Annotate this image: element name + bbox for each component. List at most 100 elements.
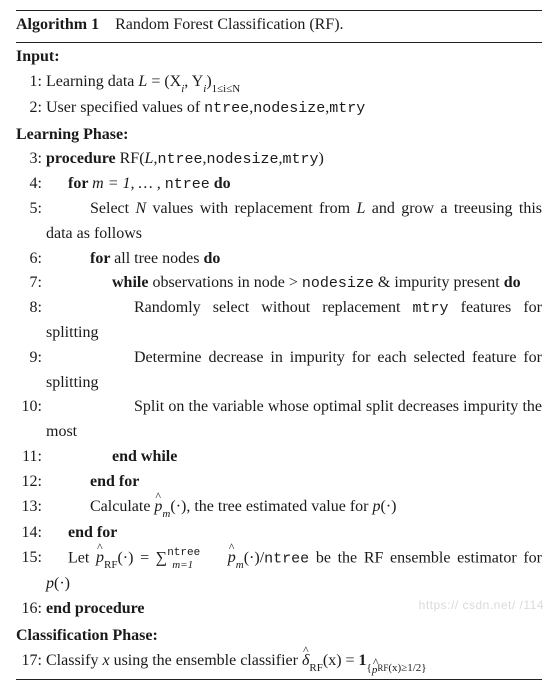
t: for [68, 175, 92, 192]
lnum-4: 4: [16, 172, 46, 197]
t: p [96, 549, 104, 566]
lcontent-1: Learning data L = (Xi, Yi)1≤i≤N [46, 70, 542, 96]
line-14: 14: end for [16, 521, 542, 546]
lcontent-2: User specified values of ntree,nodesize,… [46, 96, 542, 121]
t: (·)/ [244, 549, 264, 566]
line-1: 1: Learning data L = (Xi, Yi)1≤i≤N [16, 70, 542, 96]
t: mtry [282, 151, 318, 168]
line-8: 8: Randomly select without replacement m… [16, 296, 542, 346]
lnum-1: 1: [16, 70, 46, 95]
t: (x) = [323, 652, 359, 669]
line-7: 7: while observations in node > nodesize… [16, 271, 542, 296]
t: do [203, 250, 220, 267]
t: = (X [147, 73, 181, 90]
t: , Y [184, 73, 203, 90]
line-12: 12: end for [16, 470, 542, 495]
t: Classify [46, 652, 102, 669]
lcontent-10: Split on the variable whose optimal spli… [46, 395, 542, 445]
t: p [228, 549, 236, 566]
t: nodesize [253, 100, 325, 117]
t: ntree [165, 176, 210, 193]
t: & impurity present [374, 274, 504, 291]
lcontent-15: Let pRF(·) = ∑ntreem=1 pm(·)/ntree be th… [46, 546, 542, 597]
t: end for [90, 473, 139, 490]
t: 1 [359, 652, 367, 669]
t: be the RF ensemble estimator for [309, 549, 542, 566]
t: m [236, 559, 244, 571]
lnum-6: 6: [16, 247, 46, 272]
t: (·) [54, 575, 70, 592]
t: do [210, 175, 231, 192]
t: (·), the tree estimated value for [170, 498, 372, 515]
lcontent-7: while observations in node > nodesize & … [46, 271, 542, 296]
t: (·) = ∑ [117, 549, 167, 566]
lcontent-11: end while [46, 445, 542, 470]
t: Determine decrease in impurity for each … [46, 349, 542, 391]
t: values with replacement from [146, 200, 356, 217]
t: User specified values of [46, 99, 204, 116]
line-11: 11: end while [16, 445, 542, 470]
t: while [112, 274, 152, 291]
lnum-5: 5: [16, 197, 46, 222]
t: m = 1, … , [92, 175, 165, 192]
lnum-15: 15: [16, 546, 46, 571]
t: for [90, 250, 114, 267]
t: using the ensemble classifier [110, 652, 302, 669]
t: end while [112, 448, 177, 465]
lnum-17: 17: [16, 649, 46, 674]
algorithm-name: Random Forest Classification (RF). [115, 16, 343, 33]
t: RF [104, 559, 117, 571]
t: 1≤i≤N [212, 83, 241, 95]
line-13: 13: Calculate p m(·), the tree estimated … [16, 495, 542, 521]
t: m [162, 508, 170, 520]
t: ntree [157, 151, 202, 168]
t: do [504, 274, 521, 291]
lnum-7: 7: [16, 271, 46, 296]
t: m=1 [172, 559, 193, 571]
lnum-13: 13: [16, 495, 46, 520]
t: nodesize [302, 275, 374, 292]
t: Learning data [46, 73, 138, 90]
t: observations in node > [152, 274, 301, 291]
t: ntree [167, 547, 200, 559]
t: end for [68, 524, 117, 541]
t: p [373, 498, 381, 515]
section-learning: Learning Phase: [16, 123, 542, 148]
algorithm-block: Algorithm 1 Random Forest Classification… [16, 10, 542, 680]
line-4: 4: for m = 1, … , ntree do [16, 172, 542, 197]
lcontent-12: end for [46, 470, 542, 495]
rule-under-title [16, 42, 542, 43]
line-5: 5: Select N values with replacement from… [16, 197, 542, 247]
lnum-10: 10: [16, 395, 46, 420]
watermark-text: https:// csdn.net/ /114 [419, 598, 544, 612]
section-classification: Classification Phase: [16, 624, 542, 649]
lcontent-3: procedure RF(L,ntree,nodesize,mtry) [46, 147, 542, 172]
t [221, 549, 228, 566]
line-3: 3: procedure RF(L,ntree,nodesize,mtry) [16, 147, 542, 172]
t: x [102, 652, 109, 669]
line-9: 9: Determine decrease in impurity for ea… [16, 346, 542, 396]
lcontent-4: for m = 1, … , ntree do [46, 172, 542, 197]
lnum-16: 16: [16, 597, 46, 622]
t: nodesize [206, 151, 278, 168]
t: (x)≥1/2} [388, 662, 426, 674]
t: all tree nodes [114, 250, 203, 267]
line-2: 2: User specified values of ntree,nodesi… [16, 96, 542, 121]
line-6: 6: for all tree nodes do [16, 247, 542, 272]
lcontent-5: Select N values with replacement from L … [46, 197, 542, 247]
lnum-11: 11: [16, 445, 46, 470]
lcontent-13: Calculate p m(·), the tree estimated valu… [46, 495, 542, 521]
t: ntree [204, 100, 249, 117]
lnum-14: 14: [16, 521, 46, 546]
lnum-9: 9: [16, 346, 46, 371]
t: p [46, 575, 54, 592]
t: RF( [116, 150, 145, 167]
algorithm-label: Algorithm 1 [16, 16, 99, 33]
lcontent-8: Randomly select without replacement mtry… [46, 296, 542, 346]
t: Let [68, 549, 96, 566]
line-17: 17: Classify x using the ensemble classi… [16, 649, 542, 675]
t: Split on the variable whose optimal spli… [46, 398, 542, 440]
t: Calculate [90, 498, 154, 515]
algorithm-title: Algorithm 1 Random Forest Classification… [16, 13, 542, 38]
lcontent-6: for all tree nodes do [46, 247, 542, 272]
